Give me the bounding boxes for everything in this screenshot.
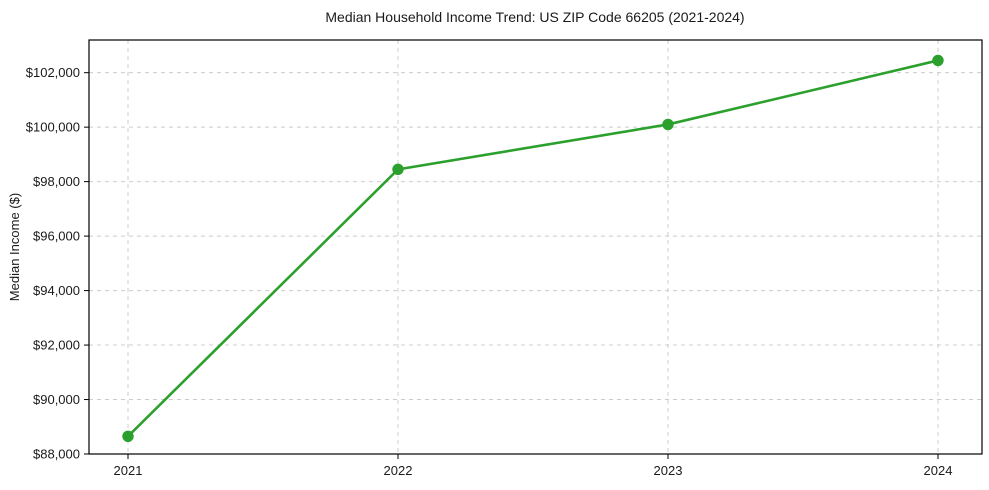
x-tick-label: 2024 bbox=[924, 463, 953, 478]
axes bbox=[88, 39, 983, 455]
y-tick-label: $88,000 bbox=[33, 447, 80, 462]
data-point-2021 bbox=[122, 430, 134, 442]
data-point-2023 bbox=[662, 118, 674, 131]
tick-marks bbox=[84, 72, 939, 459]
tick-labels: $88,000 $90,000 $92,000 $94,000 $96,000 $98,0… bbox=[26, 65, 953, 478]
gridlines bbox=[89, 40, 982, 455]
y-tick-label: $90,000 bbox=[33, 392, 80, 407]
x-tick-label: 2023 bbox=[654, 463, 683, 478]
x-tick-label: 2022 bbox=[384, 463, 413, 478]
x-tick-label: 2021 bbox=[114, 463, 143, 478]
chart-title: Median Household Income Trend: US ZIP Co… bbox=[325, 9, 744, 25]
y-tick-label: $92,000 bbox=[33, 338, 80, 353]
trend-line bbox=[126, 59, 940, 438]
y-tick-label: $98,000 bbox=[33, 174, 80, 189]
y-tick-label: $100,000 bbox=[26, 120, 80, 135]
y-axis-label: Median Income ($) bbox=[7, 193, 22, 301]
y-tick-label: $94,000 bbox=[33, 283, 80, 298]
plot-border bbox=[88, 39, 983, 455]
y-tick-label: $96,000 bbox=[33, 229, 80, 244]
y-tick-label: $102,000 bbox=[26, 65, 80, 80]
data-series bbox=[122, 54, 944, 442]
data-point-2024 bbox=[932, 54, 944, 67]
data-point-2022 bbox=[392, 163, 404, 176]
